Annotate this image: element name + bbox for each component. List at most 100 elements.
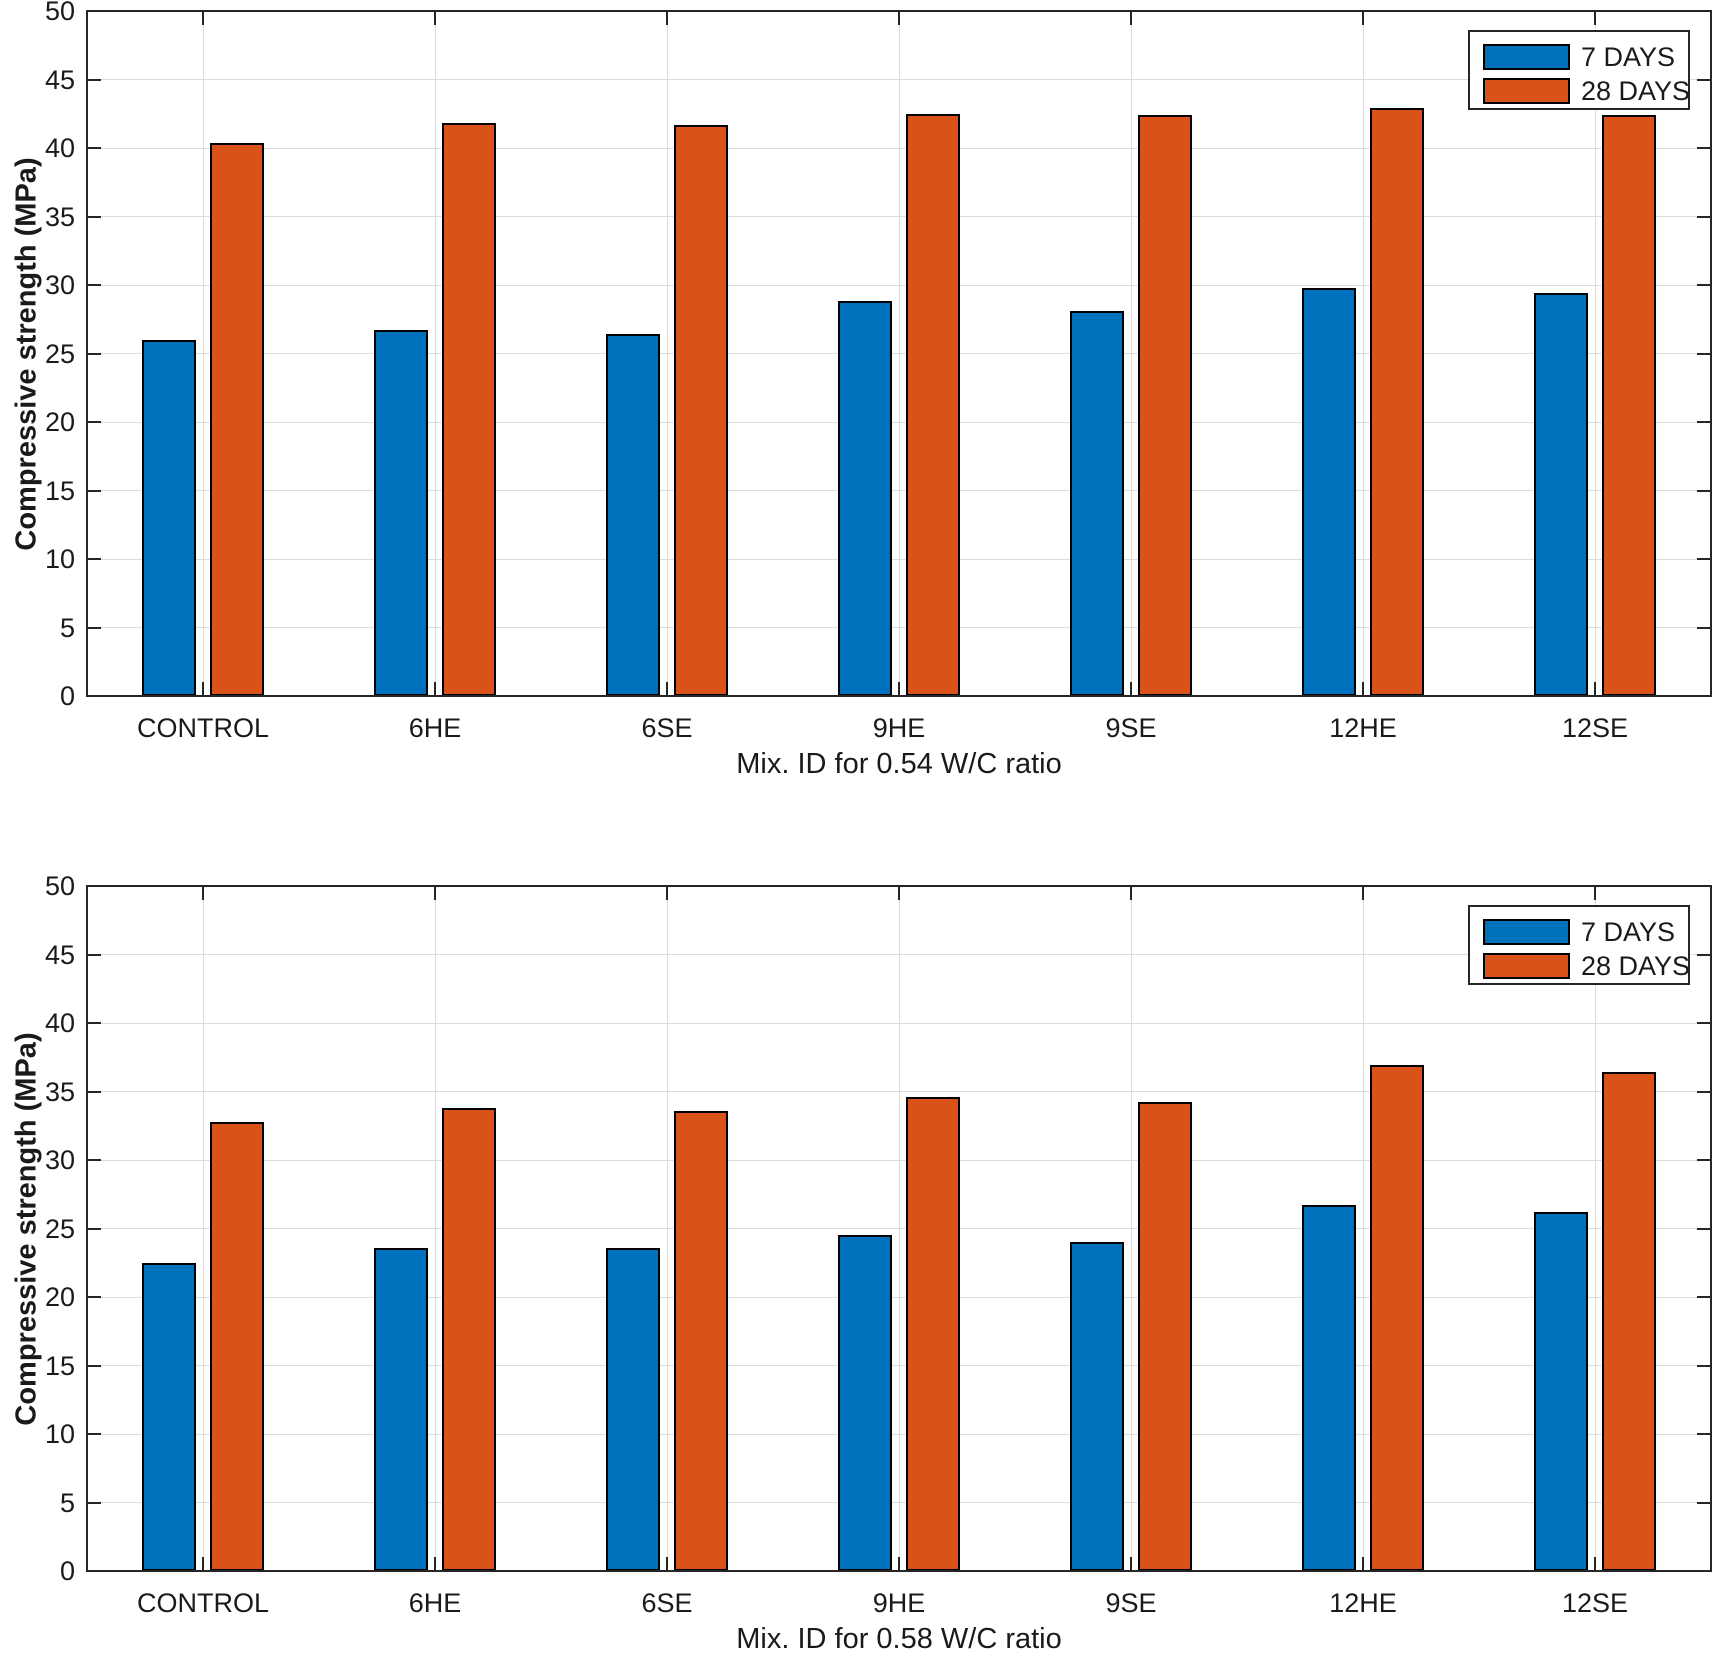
bar-7-days-6se bbox=[606, 334, 660, 696]
x-tick-mark-top bbox=[1362, 886, 1364, 900]
bar-28-days-control bbox=[210, 1121, 264, 1571]
category-label: CONTROL bbox=[136, 1588, 269, 1618]
y-tick-mark-right bbox=[1697, 1296, 1711, 1298]
x-tick-mark-bottom bbox=[434, 682, 436, 696]
y-tick-label: 30 bbox=[44, 270, 75, 300]
y-tick-label: 45 bbox=[44, 64, 75, 95]
category-label: 12HE bbox=[1329, 713, 1397, 743]
x-tick-mark-top bbox=[1362, 11, 1364, 25]
bar-7-days-12se bbox=[1534, 1212, 1588, 1571]
category-label: 6SE bbox=[641, 713, 693, 743]
y-tick-label: 30 bbox=[44, 1145, 75, 1175]
category-label: 9SE bbox=[1105, 713, 1157, 743]
y-tick-mark-right bbox=[1697, 1227, 1711, 1230]
bar-7-days-12he bbox=[1302, 1205, 1356, 1571]
x-tick-mark-top bbox=[1594, 11, 1596, 25]
bar-7-days-9se bbox=[1070, 311, 1124, 696]
x-tick-mark-bottom bbox=[1130, 1557, 1132, 1571]
y-tick-mark-right bbox=[1697, 215, 1711, 218]
x-axis-label: Mix. ID for 0.54 W/C ratio bbox=[736, 748, 1062, 780]
y-tick-mark-right bbox=[1697, 1501, 1711, 1504]
x-tick-mark-top bbox=[1594, 886, 1596, 900]
grid-line-v bbox=[1594, 11, 1596, 696]
bar-28-days-12se bbox=[1602, 115, 1656, 696]
y-tick-mark-right bbox=[1697, 352, 1711, 355]
bar-28-days-12se bbox=[1602, 1072, 1656, 1571]
y-tick-mark-right bbox=[1697, 1090, 1711, 1093]
y-tick-mark-right bbox=[1697, 1433, 1711, 1435]
y-tick-label: 15 bbox=[44, 1350, 75, 1381]
grid-line-v bbox=[1130, 11, 1132, 696]
y-tick-label: 25 bbox=[44, 338, 75, 369]
x-tick-mark-bottom bbox=[666, 682, 668, 696]
y-tick-label: 10 bbox=[44, 544, 75, 574]
x-tick-mark-bottom bbox=[1362, 682, 1364, 696]
x-tick-mark-bottom bbox=[1362, 1557, 1364, 1571]
legend-swatch-7-days bbox=[1483, 919, 1570, 945]
y-tick-label: 35 bbox=[44, 1076, 75, 1107]
bar-7-days-control bbox=[142, 339, 196, 696]
y-tick-mark-right bbox=[1697, 489, 1711, 492]
x-tick-mark-bottom bbox=[1594, 1557, 1596, 1571]
bar-28-days-12he bbox=[1370, 1065, 1424, 1571]
bar-28-days-6se bbox=[674, 1110, 728, 1571]
bar-7-days-6he bbox=[374, 330, 428, 696]
y-tick-mark-right bbox=[1697, 284, 1711, 286]
y-tick-mark-left bbox=[87, 1433, 101, 1435]
bar-28-days-12he bbox=[1370, 108, 1424, 696]
grid-line-v bbox=[202, 886, 204, 1571]
grid-line-v bbox=[434, 886, 436, 1571]
bar-28-days-6he bbox=[442, 1107, 496, 1571]
grid-line-v bbox=[898, 11, 900, 696]
bar-7-days-12he bbox=[1302, 287, 1356, 696]
y-tick-mark-left bbox=[87, 1227, 101, 1230]
bar-28-days-9se bbox=[1138, 1102, 1192, 1571]
y-tick-mark-left bbox=[87, 78, 101, 81]
category-label: 12SE bbox=[1561, 1588, 1629, 1618]
legend: 7 DAYS 28 DAYS bbox=[1468, 30, 1690, 110]
bar-28-days-control bbox=[210, 142, 264, 696]
y-tick-label: 40 bbox=[44, 133, 75, 163]
bar-7-days-12se bbox=[1534, 293, 1588, 696]
bar-28-days-9se bbox=[1138, 115, 1192, 696]
bar-28-days-6se bbox=[674, 124, 728, 696]
y-tick-mark-right bbox=[1697, 1022, 1711, 1024]
y-tick-mark-left bbox=[87, 147, 101, 149]
y-tick-mark-left bbox=[87, 953, 101, 956]
y-tick-mark-right bbox=[1697, 78, 1711, 81]
legend-label-7-days: 7 DAYS bbox=[1581, 42, 1676, 72]
y-tick-label: 10 bbox=[44, 1419, 75, 1449]
x-tick-mark-bottom bbox=[898, 682, 900, 696]
x-tick-mark-bottom bbox=[898, 1557, 900, 1571]
category-label: CONTROL bbox=[136, 713, 269, 743]
x-tick-mark-top bbox=[202, 886, 204, 900]
legend-swatch-28-days bbox=[1483, 78, 1570, 104]
grid-line-v bbox=[434, 11, 436, 696]
y-tick-mark-left bbox=[87, 1159, 101, 1161]
legend-label-28-days: 28 DAYS bbox=[1581, 76, 1691, 106]
legend-swatch-7-days bbox=[1483, 44, 1570, 70]
bar-7-days-6he bbox=[374, 1247, 428, 1571]
bar-7-days-6se bbox=[606, 1247, 660, 1571]
y-tick-mark-left bbox=[87, 558, 101, 560]
y-tick-mark-right bbox=[1697, 558, 1711, 560]
y-tick-mark-right bbox=[1697, 1159, 1711, 1161]
legend: 7 DAYS 28 DAYS bbox=[1468, 905, 1690, 985]
x-tick-mark-top bbox=[434, 11, 436, 25]
y-tick-mark-left bbox=[87, 1364, 101, 1367]
category-label: 12SE bbox=[1561, 713, 1629, 743]
x-tick-mark-bottom bbox=[666, 1557, 668, 1571]
legend-label-28-days: 28 DAYS bbox=[1581, 951, 1691, 981]
y-tick-mark-left bbox=[87, 421, 101, 423]
category-label: 9SE bbox=[1105, 1588, 1157, 1618]
x-tick-mark-top bbox=[666, 11, 668, 25]
bar-7-days-9he bbox=[838, 1235, 892, 1571]
bar-28-days-9he bbox=[906, 113, 960, 696]
y-tick-mark-right bbox=[1697, 626, 1711, 629]
x-tick-mark-bottom bbox=[202, 1557, 204, 1571]
x-tick-mark-bottom bbox=[1594, 682, 1596, 696]
y-tick-label: 20 bbox=[44, 407, 75, 437]
legend-swatch-28-days bbox=[1483, 953, 1570, 979]
y-tick-label: 0 bbox=[59, 1556, 75, 1586]
